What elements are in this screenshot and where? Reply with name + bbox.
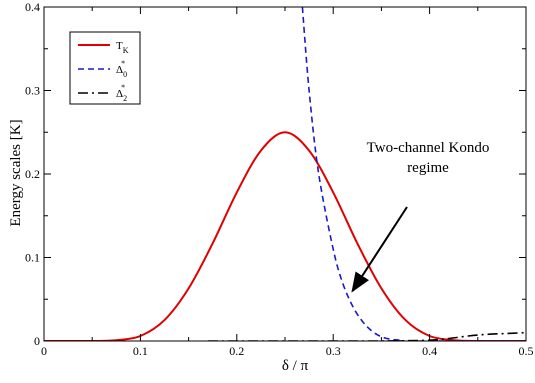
annotation-line-2: regime <box>407 160 449 176</box>
y-tick-label: 0.3 <box>25 84 40 98</box>
axes: 0 0.1 0.2 0.3 0.4 0.5 0 0.1 0.2 0.3 0.4 <box>25 0 534 358</box>
legend-label-3: Δ2* <box>116 83 127 103</box>
x-tick-label: 0.3 <box>326 344 341 358</box>
x-tick-label: 0.1 <box>133 344 148 358</box>
legend-label-1: TK <box>116 40 129 55</box>
legend: TK Δ0* Δ2* <box>69 31 141 105</box>
annotation: Two-channel Kondo regime <box>351 140 490 293</box>
annotation-line-1: Two-channel Kondo <box>367 140 490 156</box>
y-tick-label: 0.1 <box>25 251 40 265</box>
annotation-arrow <box>351 206 408 293</box>
x-tick-label: 0 <box>41 344 47 358</box>
y-axis-label: Energy scales [K] <box>8 119 24 226</box>
y-tick-label: 0.2 <box>25 167 40 181</box>
x-tick-label: 0.2 <box>229 344 244 358</box>
x-axis-label: δ / π <box>282 358 309 374</box>
series-line-3 <box>207 331 526 341</box>
x-tick-label: 0.5 <box>519 344 534 358</box>
series-line-2 <box>301 7 526 341</box>
legend-label-2: Δ0* <box>116 59 127 79</box>
x-tick-label: 0.4 <box>422 344 437 358</box>
y-tick-label: 0.4 <box>25 0 40 14</box>
y-tick-label: 0 <box>34 334 40 348</box>
series-line-1 <box>44 131 526 341</box>
